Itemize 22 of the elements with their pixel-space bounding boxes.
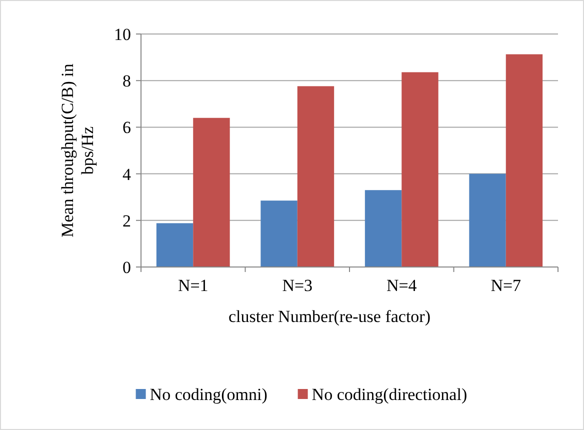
- bar: [402, 72, 438, 267]
- y-tick-label: 10: [114, 24, 131, 44]
- y-tick-label: 2: [122, 211, 131, 230]
- y-tick-label: 4: [122, 164, 132, 184]
- x-tick-label: N=4: [386, 276, 418, 295]
- x-axis-title: cluster Number(re-use factor): [228, 307, 431, 326]
- y-tick-label: 6: [122, 118, 131, 138]
- bar: [506, 54, 543, 267]
- y-axis-title: Mean throughput(C/B) in bps/Hz: [58, 63, 97, 238]
- bar: [193, 118, 230, 267]
- bar: [156, 223, 194, 267]
- y-tick-label: 8: [122, 72, 131, 91]
- x-tick-label: N=7: [490, 276, 522, 295]
- legend-label: No coding(directional): [312, 385, 468, 404]
- bar: [297, 86, 334, 267]
- legend-label: No coding(omni): [150, 385, 268, 404]
- x-tick-label: N=1: [178, 276, 208, 295]
- bar: [364, 190, 402, 267]
- x-tick-label: N=3: [282, 276, 313, 295]
- bar: [469, 174, 506, 267]
- y-tick-label: 0: [122, 258, 131, 277]
- bar: [260, 200, 298, 267]
